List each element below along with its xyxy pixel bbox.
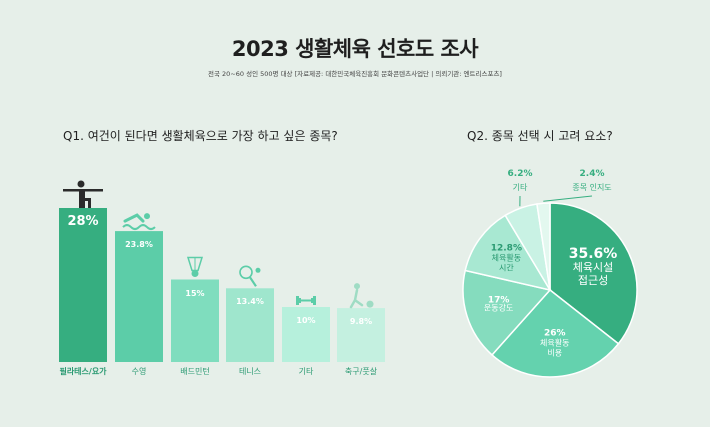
pie-slice-2 (490, 288, 620, 378)
pie-value-label: 2.4% (580, 169, 605, 179)
pie-value-label: 35.6% (569, 246, 618, 262)
yoga-icon (63, 180, 103, 208)
leader-line (543, 195, 593, 202)
pie-slice-1 (549, 202, 638, 345)
q1-title: Q1. 여건이 된다면 생활체육으로 가장 하고 싶은 종목? (63, 129, 338, 143)
category-label: 배드민턴 (180, 367, 210, 376)
page-title: 2023 생활체육 선호도 조사 (231, 37, 479, 61)
pie-category-label: 기타 (513, 183, 528, 192)
category-label: 축구/풋살 (344, 367, 378, 376)
bar-1 (59, 208, 107, 362)
category-label: 수영 (131, 367, 147, 376)
bar-value-label: 10% (296, 316, 316, 325)
bar-2 (115, 231, 163, 362)
soccer-icon (349, 283, 374, 309)
pie-category-label: 체육시설 (573, 261, 613, 274)
pie-value-label: 26% (544, 329, 566, 339)
page-subtitle: 전국 20~60 성인 500명 대상 [자료제공: 대한민국체육진흥회 문화콘… (208, 70, 502, 78)
pie-slice-4 (464, 214, 552, 292)
bar-value-label: 28% (67, 214, 99, 229)
bar-value-label: 9.8% (349, 317, 373, 327)
bar-value-label: 13.4% (236, 297, 264, 307)
category-label: 필라테스/요가 (59, 367, 107, 376)
pie-value-label: 17% (488, 295, 510, 305)
pie-category-label: 종목 인지도 (572, 182, 611, 192)
swimmer-icon (122, 213, 156, 231)
category-label: 기타 (298, 367, 314, 376)
pie-category-label: 시간 (499, 262, 514, 272)
dumbbell-icon (296, 296, 316, 305)
tennis-icon (239, 265, 261, 287)
q2-title: Q2. 종목 선택 시 고려 요소? (467, 129, 613, 143)
pie-category-label: 비용 (547, 349, 562, 358)
pie-value-label: 6.2% (508, 169, 533, 179)
pie-category-label: 체육활동 (492, 252, 521, 262)
pie-slice-6 (536, 202, 551, 291)
bar-5 (282, 307, 330, 362)
bar-3 (171, 279, 219, 362)
pie-category-label: 운동강도 (484, 302, 513, 312)
bar-value-label: 15% (185, 288, 205, 298)
bar-value-label: 23.8% (125, 240, 153, 250)
category-label: 테니스 (238, 367, 262, 376)
bar-6 (337, 308, 385, 362)
bar-4 (226, 288, 274, 362)
pie-category-label: 접근성 (578, 274, 608, 287)
pie-slice-3 (462, 269, 552, 356)
pie-category-label: 체육활동 (540, 338, 569, 348)
shuttlecock-icon (186, 256, 204, 277)
pie-value-label: 12.8% (491, 243, 522, 253)
